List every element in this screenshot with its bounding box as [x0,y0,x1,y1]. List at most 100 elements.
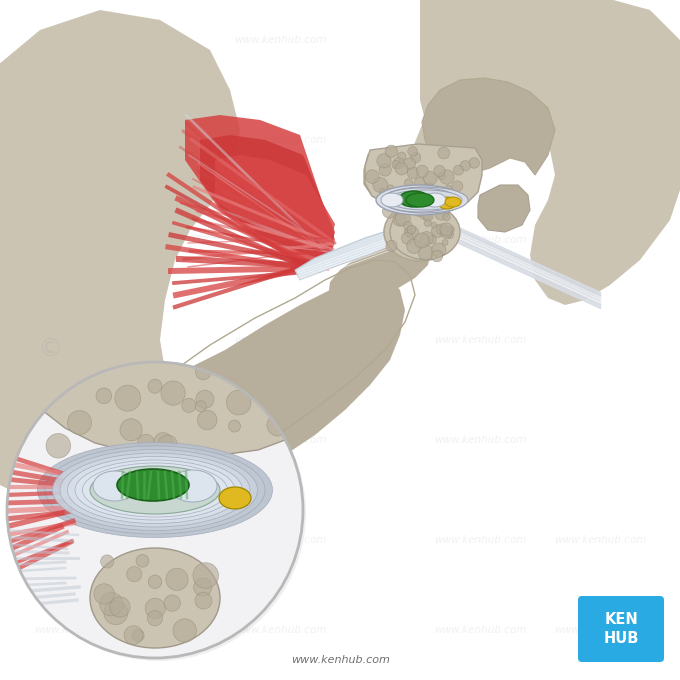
Text: KEN
HUB: KEN HUB [603,611,639,647]
Text: www.kenhub.com: www.kenhub.com [434,235,526,245]
Circle shape [404,222,412,231]
Ellipse shape [382,187,468,213]
Text: www.kenhub.com: www.kenhub.com [234,535,326,545]
Circle shape [411,152,421,163]
Circle shape [416,165,428,177]
Text: www.kenhub.com: www.kenhub.com [34,35,126,45]
Circle shape [395,211,410,226]
Circle shape [195,401,206,412]
Ellipse shape [45,446,265,534]
Circle shape [386,188,395,198]
Circle shape [408,147,418,156]
Ellipse shape [60,453,250,527]
Circle shape [447,226,454,233]
Ellipse shape [384,203,456,261]
Circle shape [385,145,398,158]
Circle shape [420,207,432,220]
FancyBboxPatch shape [578,596,664,662]
Text: www.kenhub.com: www.kenhub.com [434,35,526,45]
Text: www.kenhub.com: www.kenhub.com [554,625,646,635]
Circle shape [173,619,197,642]
Circle shape [67,411,92,435]
Text: www.kenhub.com: www.kenhub.com [234,335,326,345]
Circle shape [420,186,434,199]
Ellipse shape [376,185,464,215]
Circle shape [395,163,408,175]
Circle shape [440,170,454,184]
Text: www.kenhub.com: www.kenhub.com [434,335,526,345]
Circle shape [420,232,433,245]
Circle shape [432,225,444,237]
Circle shape [379,164,391,176]
Circle shape [115,385,141,411]
Circle shape [373,177,388,192]
Circle shape [21,370,46,395]
Circle shape [137,435,154,451]
Circle shape [469,158,479,168]
Circle shape [425,182,433,191]
Circle shape [164,595,180,611]
Circle shape [124,626,143,645]
Ellipse shape [90,548,220,648]
Polygon shape [478,185,530,232]
Circle shape [145,598,165,618]
Text: www.kenhub.com: www.kenhub.com [234,35,326,45]
Circle shape [7,362,303,658]
Text: www.kenhub.com: www.kenhub.com [434,625,526,635]
Text: www.kenhub.com: www.kenhub.com [34,625,126,635]
Circle shape [386,240,397,252]
Circle shape [101,555,114,568]
Circle shape [393,158,404,169]
Circle shape [393,213,407,226]
Circle shape [148,575,162,589]
Polygon shape [422,78,555,175]
Circle shape [154,432,173,452]
Circle shape [437,224,448,235]
Circle shape [438,147,449,159]
Ellipse shape [406,193,434,207]
Circle shape [161,381,185,405]
Circle shape [195,592,212,609]
Circle shape [460,160,471,171]
Circle shape [166,568,188,590]
Circle shape [454,165,463,175]
Ellipse shape [424,193,446,207]
Circle shape [132,630,144,641]
Circle shape [366,170,379,184]
Circle shape [126,566,142,582]
Circle shape [435,201,447,214]
Circle shape [405,226,418,239]
Circle shape [403,203,414,214]
Ellipse shape [219,487,251,509]
Circle shape [407,239,421,254]
Ellipse shape [67,456,243,524]
Text: www.kenhub.com: www.kenhub.com [34,535,126,545]
Circle shape [424,171,437,185]
Polygon shape [185,115,335,265]
Ellipse shape [169,470,217,502]
Ellipse shape [390,205,460,260]
Ellipse shape [37,443,273,537]
Circle shape [426,194,439,207]
Polygon shape [155,275,405,480]
Circle shape [432,243,446,257]
Text: www.kenhub.com: www.kenhub.com [554,35,646,45]
Circle shape [193,563,218,588]
Circle shape [434,165,445,177]
Circle shape [405,179,413,187]
Circle shape [46,434,71,458]
Ellipse shape [445,197,461,207]
Circle shape [194,578,212,596]
Circle shape [48,368,65,386]
Text: www.kenhub.com: www.kenhub.com [234,135,326,145]
Text: www.kenhub.com: www.kenhub.com [554,135,646,145]
Ellipse shape [388,190,462,210]
Circle shape [10,365,306,661]
Text: www.kenhub.com: www.kenhub.com [434,435,526,445]
Text: ©: © [37,338,63,362]
Circle shape [402,233,413,244]
Circle shape [397,152,406,160]
Text: www.kenhub.com: www.kenhub.com [234,235,326,245]
Ellipse shape [382,188,458,212]
Circle shape [243,375,257,389]
